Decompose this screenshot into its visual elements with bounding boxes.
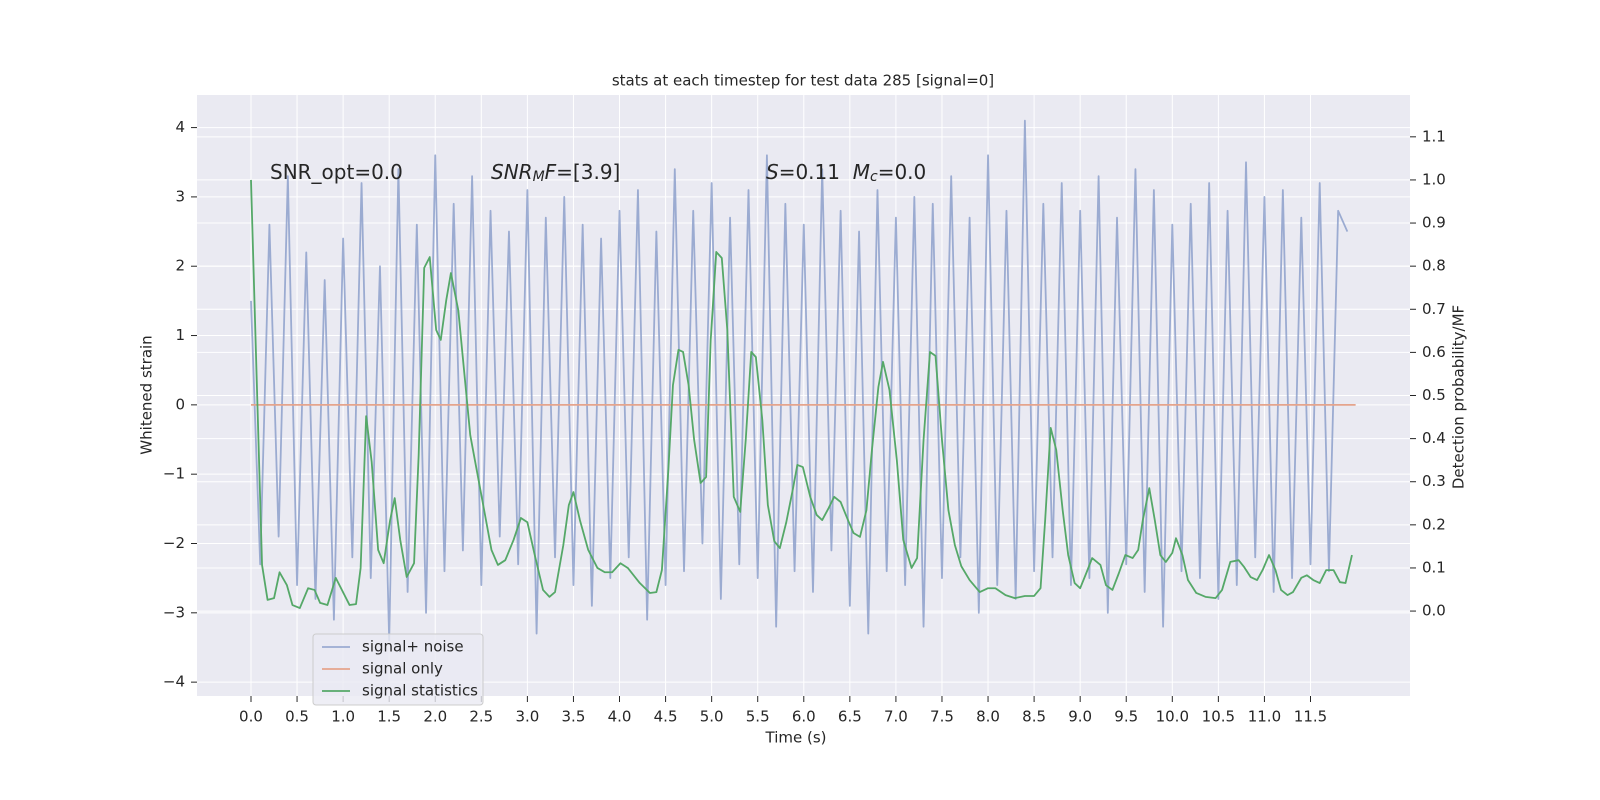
x-tick-label: 9.5 <box>1114 708 1138 726</box>
x-tick-label: 0.0 <box>239 708 263 726</box>
y-axis-label: Whitened strain <box>138 335 156 454</box>
annotation-part: =0.11 <box>779 160 853 184</box>
y2-tick-label: 1.0 <box>1422 170 1446 188</box>
y2-tick-label: 0.2 <box>1422 515 1446 533</box>
y2-tick-label: 0.6 <box>1422 343 1446 361</box>
y2-tick-label: 0.0 <box>1422 602 1446 620</box>
y-tick-label: 4 <box>175 118 185 136</box>
x-axis-label: Time (s) <box>765 729 827 747</box>
x-tick-label: 3.0 <box>515 708 539 726</box>
x-tick-label: 11.5 <box>1294 708 1327 726</box>
x-tick-label: 5.0 <box>700 708 724 726</box>
chart-title: stats at each timestep for test data 285… <box>612 72 994 90</box>
x-tick-label: 2.0 <box>423 708 447 726</box>
annotation-part: F <box>545 160 557 184</box>
y-tick-label: 0 <box>175 395 185 413</box>
annotation-part: S <box>766 160 779 184</box>
legend-label: signal statistics <box>362 682 478 700</box>
y2-axis-label: Detection probability/MF <box>1450 305 1468 489</box>
legend-label: signal+ noise <box>362 638 464 656</box>
x-tick-label: 5.5 <box>746 708 770 726</box>
y-tick-label: 1 <box>175 326 185 344</box>
annotation-part: M <box>533 169 545 185</box>
x-tick-label: 10.5 <box>1202 708 1235 726</box>
x-tick-label: 4.5 <box>654 708 678 726</box>
series-line <box>250 179 1353 609</box>
y-tick-label: 2 <box>175 257 185 275</box>
legend: signal+ noise signal only signal statistic… <box>312 633 484 706</box>
y2-tick-label: 1.1 <box>1422 127 1446 145</box>
x-tick-label: 11.0 <box>1248 708 1281 726</box>
marks <box>250 119 1356 642</box>
x-tick-label: 0.5 <box>285 708 309 726</box>
y-tick-label: −3 <box>163 603 185 621</box>
y2-tick-label: 0.4 <box>1422 429 1446 447</box>
y2-tick-label: 0.7 <box>1422 300 1446 318</box>
y-tick-label: −1 <box>163 465 185 483</box>
annotation: S=0.11 Mc=0.0 <box>766 160 926 185</box>
annotation: SNR_opt=0.0 <box>270 160 403 184</box>
y-tick-label: −4 <box>163 673 185 691</box>
x-tick-label: 1.5 <box>377 708 401 726</box>
x-tick-label: 1.0 <box>331 708 355 726</box>
y2-tick-label: 0.3 <box>1422 472 1446 490</box>
x-tick-label: 7.5 <box>930 708 954 726</box>
x-tick-label: 7.0 <box>884 708 908 726</box>
x-tick-label: 10.0 <box>1156 708 1189 726</box>
y2-tick-label: 0.1 <box>1422 558 1446 576</box>
annotation-part: SNR <box>491 160 533 184</box>
x-tick-label: 8.5 <box>1022 708 1046 726</box>
y-tick-label: −2 <box>163 534 185 552</box>
x-tick-label: 3.5 <box>562 708 586 726</box>
x-tick-label: 4.0 <box>608 708 632 726</box>
annotation-part: =0.0 <box>878 160 927 184</box>
annotation-part: =[3.9] <box>556 160 620 184</box>
annotation: SNRMF=[3.9] <box>491 160 620 185</box>
legend-label: signal only <box>362 660 443 678</box>
x-tick-label: 9.0 <box>1068 708 1092 726</box>
x-tick-label: 8.0 <box>976 708 1000 726</box>
y2-tick-label: 0.9 <box>1422 214 1446 232</box>
x-tick-label: 6.5 <box>838 708 862 726</box>
y-tick-label: 3 <box>175 187 185 205</box>
y2-tick-label: 0.5 <box>1422 386 1446 404</box>
annotation-part: c <box>870 169 878 185</box>
x-tick-label: 2.5 <box>469 708 493 726</box>
legend-box <box>312 633 484 706</box>
annotation-part: M <box>853 160 870 184</box>
labels: 0.0 0.5 1.0 1.5 2.0 2.5 3.0 3.5 4.0 4.5 5.0 5.5 6.0 6… <box>163 118 1446 725</box>
y2-tick-label: 0.8 <box>1422 257 1446 275</box>
annotation-part: SNR_opt=0.0 <box>270 160 403 184</box>
x-tick-label: 6.0 <box>792 708 816 726</box>
